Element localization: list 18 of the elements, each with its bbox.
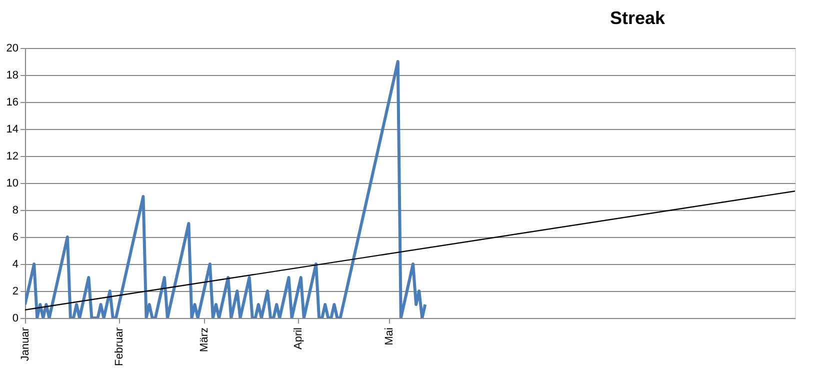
y-tick-label: 6 [12, 232, 18, 244]
chart-title: Streak [610, 8, 666, 28]
y-tick-label: 0 [12, 312, 18, 324]
y-tick-label: 4 [12, 258, 18, 270]
y-tick-label: 12 [6, 150, 18, 162]
line-series [25, 60, 427, 318]
y-tick-label: 16 [6, 96, 18, 108]
x-tick-label: Januar [20, 327, 32, 362]
y-tick-label: 8 [12, 204, 18, 216]
y-tick-label: 10 [6, 178, 18, 190]
y-tick-label: 20 [6, 42, 18, 54]
x-tick-label: Mai [383, 328, 396, 346]
x-tick-label: März [198, 328, 210, 352]
x-tick-label: Februar [113, 327, 126, 366]
y-tick-label: 18 [6, 70, 18, 82]
x-tick-label: April [292, 328, 304, 350]
y-tick-label: 2 [12, 286, 18, 298]
y-tick-label: 14 [6, 124, 18, 136]
